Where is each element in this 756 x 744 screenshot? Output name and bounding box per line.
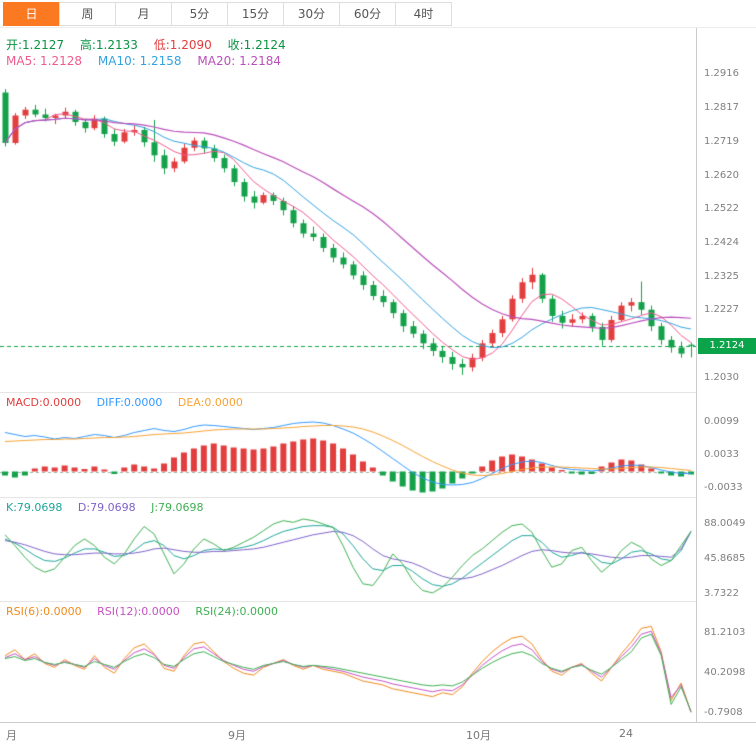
tab-5min[interactable]: 5分 [171,1,228,26]
macd-canvas[interactable] [0,392,696,497]
tab-daily[interactable]: 日 [3,1,60,26]
y-axis-label: 1.2916 [704,68,739,79]
rsi-panel: RSI(6):0.0000 RSI(12):0.0000 RSI(24):0.0… [0,601,696,722]
tab-60min[interactable]: 60分 [339,1,396,26]
macd-panel: MACD:0.0000 DIFF:0.0000 DEA:0.0000 [0,392,696,497]
x-axis-label: 9月 [228,729,246,742]
y-axis-label: 1.2719 [704,135,739,147]
tab-15min[interactable]: 15分 [227,1,284,26]
x-axis: 月 9月 10月 24 [0,722,756,744]
y-axis-label: 0.0099 [704,416,739,427]
x-axis-label: 月 [6,729,17,742]
tab-4hour[interactable]: 4时 [395,1,452,26]
y-axis-label: 1.2522 [704,203,739,215]
candlestick-canvas[interactable] [0,28,696,392]
plots-column: 开:1.2127 高:1.2133 低:1.2090 收:1.2124 MA5:… [0,28,696,722]
y-axis-label: 81.2103 [704,626,746,638]
y-axis-label: 45.8685 [704,552,746,564]
timeframe-tabbar: 日周月 5分 15分 30分 60分 4时 [0,0,756,28]
y-axis-label: 0.0033 [704,449,739,460]
main-candlestick-panel: 开:1.2127 高:1.2133 低:1.2090 收:1.2124 MA5:… [0,28,696,392]
tab-30min[interactable]: 30分 [283,1,340,26]
kdj-panel: K:79.0698 D:79.0698 J:79.0698 [0,497,696,601]
y-axis-label: 1.2817 [704,101,739,113]
y-axis-label: 1.2620 [704,169,739,181]
y-axis-label: 1.2424 [704,236,739,248]
y-axis-label: 1.2325 [704,270,739,282]
y-axis-label: 1.2030 [704,372,739,383]
current-price-box: 1.2124 [698,337,756,354]
tab-monthly[interactable]: 月 [115,1,172,26]
chart-area: 开:1.2127 高:1.2133 低:1.2090 收:1.2124 MA5:… [0,28,756,722]
rsi-canvas[interactable] [0,601,696,722]
y-axis-label: 88.0049 [704,517,746,529]
x-axis-label: 10月 [466,729,491,742]
y-axis-label: 40.2098 [704,667,746,678]
y-axis-label: -0.7908 [704,707,743,718]
y-axis-column: 1.2916 1.2817 1.2719 1.2620 1.2522 1.2424 1.23… [696,28,756,722]
kdj-canvas[interactable] [0,497,696,601]
tab-weekly[interactable]: 周 [59,1,116,26]
y-axis-label: -0.0033 [704,482,743,493]
y-axis-label: 3.7322 [704,587,739,599]
y-axis-label: 1.2227 [704,304,739,316]
x-axis-label: 24 [619,727,633,740]
